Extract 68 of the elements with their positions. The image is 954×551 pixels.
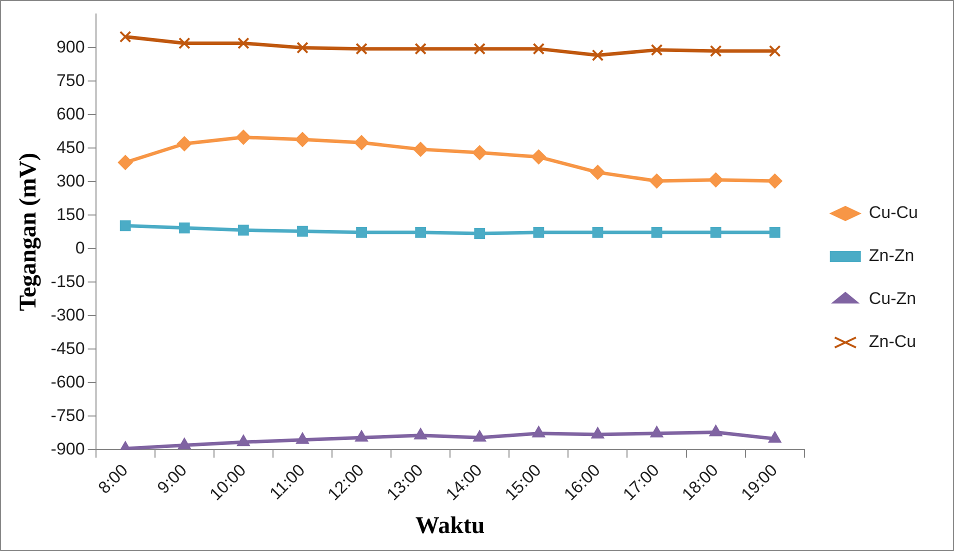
point xyxy=(118,154,133,170)
point xyxy=(356,226,367,238)
y-tick-label: 150 xyxy=(56,204,85,224)
point xyxy=(710,45,722,57)
point xyxy=(178,222,190,234)
y-tick-label: 900 xyxy=(56,37,85,56)
point xyxy=(649,174,664,189)
point xyxy=(414,428,428,440)
point xyxy=(178,438,191,450)
point xyxy=(474,42,486,55)
y-tick-label: 300 xyxy=(56,171,85,190)
y-tick-label: -600 xyxy=(50,372,85,392)
y-tick-label: 450 xyxy=(56,138,85,157)
point xyxy=(176,136,192,152)
point xyxy=(532,42,545,55)
point xyxy=(473,430,486,442)
point xyxy=(354,430,368,442)
point xyxy=(472,145,488,160)
point xyxy=(119,30,132,43)
y-axis-title: Tegangan (mV) xyxy=(16,152,42,312)
point xyxy=(590,164,606,180)
y-tick-label: 750 xyxy=(56,70,85,90)
point xyxy=(120,220,131,232)
point xyxy=(238,224,249,236)
x-tick-label: 9:00 xyxy=(154,460,191,498)
point xyxy=(650,44,663,56)
y-tick-label: 600 xyxy=(56,104,85,124)
point xyxy=(767,174,782,189)
point xyxy=(414,42,427,55)
point xyxy=(532,426,546,438)
legend-label: Zn-Cu xyxy=(868,332,916,352)
legend-label: Cu-Zn xyxy=(868,289,916,308)
point xyxy=(413,142,428,157)
point xyxy=(592,49,604,62)
point xyxy=(178,37,190,50)
y-tick-label: -750 xyxy=(50,406,85,425)
point xyxy=(296,42,308,54)
point xyxy=(533,226,544,238)
x-tick-label: 8:00 xyxy=(94,460,132,498)
point xyxy=(650,426,664,438)
point xyxy=(531,149,546,164)
point xyxy=(237,37,250,50)
y-tick-label: -900 xyxy=(50,439,85,458)
point xyxy=(236,130,251,145)
point xyxy=(651,226,662,238)
point xyxy=(769,226,780,238)
point xyxy=(415,226,426,238)
point xyxy=(356,42,368,55)
y-tick-label: -150 xyxy=(50,272,85,291)
point xyxy=(474,228,486,239)
x-axis-title: Waktu xyxy=(415,512,485,539)
y-tick-label: 0 xyxy=(75,238,85,258)
point xyxy=(592,226,604,238)
point xyxy=(294,132,310,147)
legend-label: Zn-Zn xyxy=(868,246,914,266)
y-tick-label: -300 xyxy=(50,305,85,324)
point xyxy=(710,226,722,238)
point xyxy=(709,424,722,436)
point xyxy=(768,45,781,57)
point xyxy=(296,432,310,444)
point xyxy=(708,172,724,188)
point xyxy=(297,226,308,237)
point xyxy=(591,427,604,439)
point xyxy=(768,431,782,443)
legend-label: Cu-Cu xyxy=(868,203,918,222)
point xyxy=(354,135,370,150)
point xyxy=(236,434,250,446)
y-tick-label: -450 xyxy=(50,338,85,358)
